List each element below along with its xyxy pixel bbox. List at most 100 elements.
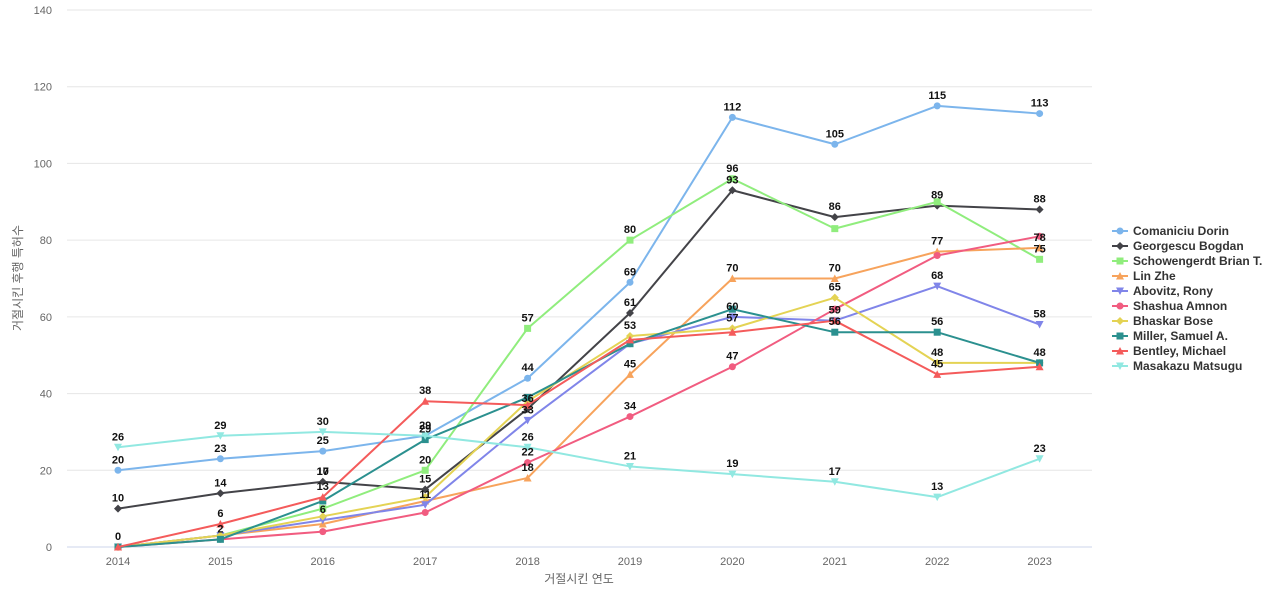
legend-label: Bhaskar Bose <box>1133 314 1213 328</box>
data-point <box>114 443 122 452</box>
legend-marker <box>1116 272 1124 280</box>
data-label: 18 <box>521 462 533 474</box>
legend-item[interactable]: Lin Zhe <box>1112 269 1176 283</box>
data-point <box>216 535 224 543</box>
data-label: 2 <box>217 523 223 535</box>
data-point <box>626 335 634 344</box>
series-line <box>117 430 1040 499</box>
data-point <box>933 328 941 336</box>
data-label: 61 <box>624 297 636 309</box>
data-point <box>1036 255 1044 263</box>
data-point <box>728 274 737 282</box>
data-point <box>831 225 839 233</box>
data-point <box>933 102 941 110</box>
x-axis-ticks: 2014 2015 2016 2017 2018 2019 2020 2021 2022 2023 <box>106 556 1052 568</box>
legend-label: Lin Zhe <box>1133 269 1176 283</box>
legend-item[interactable]: Bhaskar Bose <box>1112 314 1213 328</box>
data-point <box>523 416 532 425</box>
x-tick-label: 2022 <box>925 556 949 568</box>
data-point <box>830 274 839 282</box>
data-point <box>319 497 327 505</box>
data-label: 58 <box>1033 309 1045 321</box>
data-label: 80 <box>624 224 636 236</box>
data-point <box>728 113 736 121</box>
data-point <box>626 462 634 471</box>
data-point <box>728 186 737 195</box>
data-point <box>523 401 532 409</box>
data-point <box>216 489 225 498</box>
data-point <box>830 316 839 325</box>
series-line <box>117 189 1040 510</box>
data-point <box>933 282 942 291</box>
legend-item[interactable]: Miller, Samuel A. <box>1112 329 1228 343</box>
legend-item[interactable]: Bentley, Michael <box>1112 344 1226 358</box>
data-label: 30 <box>317 416 329 428</box>
data-label: 13 <box>317 481 329 493</box>
y-axis-ticks: 0 20 40 60 80 100 120 140 <box>34 5 52 554</box>
series-line <box>117 285 1040 548</box>
legend-item[interactable]: Georgescu Bogdan <box>1112 239 1244 253</box>
data-point <box>626 236 634 244</box>
series-lines <box>114 102 1044 551</box>
series-line <box>117 319 1040 548</box>
data-label: 6 <box>320 504 326 516</box>
data-point <box>523 473 532 482</box>
data-point <box>318 512 327 521</box>
legend-item[interactable]: Schowengerdt Brian T. <box>1112 254 1262 268</box>
data-label: 48 <box>931 347 943 359</box>
data-point <box>728 363 736 371</box>
data-label: 21 <box>624 450 636 462</box>
x-axis-title: 거절시킨 연도 <box>544 572 614 586</box>
y-tick-label: 100 <box>34 158 52 170</box>
series-line <box>117 104 1040 472</box>
data-label: 68 <box>931 270 943 282</box>
x-tick-label: 2015 <box>208 556 232 568</box>
series-line <box>117 296 1040 548</box>
x-tick-label: 2018 <box>515 556 539 568</box>
data-label: 115 <box>928 90 946 102</box>
data-label: 23 <box>214 443 226 455</box>
legend-item[interactable]: Masakazu Matsugu <box>1112 359 1242 373</box>
data-point <box>216 432 225 440</box>
data-point <box>421 501 430 509</box>
data-point <box>1036 232 1044 240</box>
data-point <box>1035 243 1044 252</box>
series-line <box>117 177 1041 548</box>
data-label: 20 <box>419 454 431 466</box>
data-label: 17 <box>317 466 329 478</box>
data-label: 26 <box>521 431 533 443</box>
data-label: 10 <box>112 493 124 505</box>
data-point <box>1036 110 1044 118</box>
data-point <box>319 505 327 513</box>
series-8 <box>114 316 1044 551</box>
legend-marker <box>1116 242 1124 250</box>
legend-item[interactable]: Comaniciu Dorin <box>1112 224 1229 238</box>
data-point <box>626 340 634 348</box>
legend-item[interactable]: Abovitz, Rony <box>1112 284 1213 298</box>
legend-item[interactable]: Shashua Amnon <box>1112 299 1227 313</box>
data-point <box>421 432 430 440</box>
legend-label: Abovitz, Rony <box>1133 284 1213 298</box>
data-point <box>830 213 839 222</box>
data-label: 29 <box>419 420 431 432</box>
data-point <box>114 543 122 551</box>
data-point <box>524 324 532 332</box>
data-label: 86 <box>829 201 841 213</box>
data-point <box>114 504 122 513</box>
data-label: 23 <box>1033 443 1045 455</box>
series-3 <box>114 243 1044 551</box>
data-label: 29 <box>419 424 431 436</box>
data-point <box>524 374 532 382</box>
legend-marker <box>1116 302 1124 310</box>
data-point <box>1035 205 1044 214</box>
data-label: 45 <box>931 358 943 370</box>
data-point <box>933 493 942 502</box>
legend-label: Comaniciu Dorin <box>1133 224 1229 238</box>
data-point <box>319 528 327 536</box>
data-label: 70 <box>726 263 738 275</box>
series-9 <box>114 428 1044 502</box>
data-point <box>318 493 327 501</box>
data-label: 65 <box>829 282 841 294</box>
